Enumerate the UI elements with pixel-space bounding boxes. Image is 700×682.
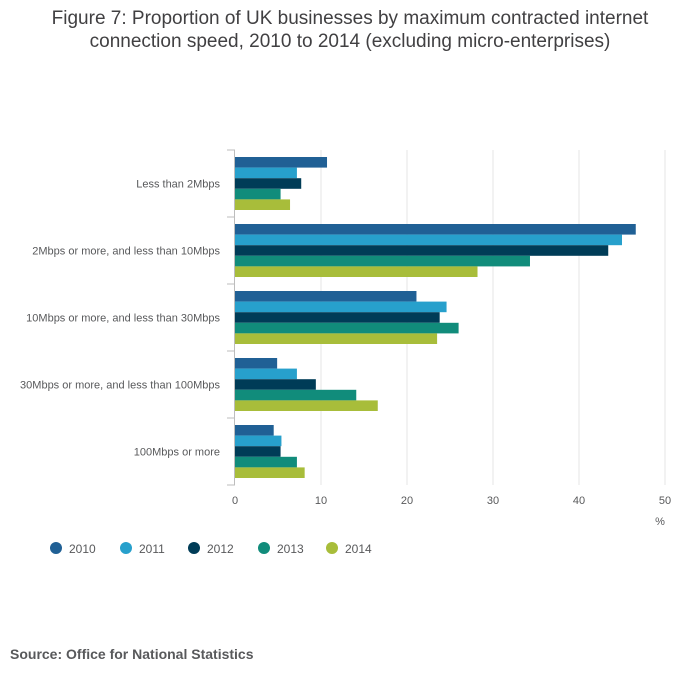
x-tick-label: 30 bbox=[487, 495, 499, 507]
bar-2010-cat-5 bbox=[235, 425, 274, 436]
bar-2010-cat-1 bbox=[235, 157, 328, 168]
chart-title-line-1: Figure 7: Proportion of UK businesses by… bbox=[51, 8, 649, 29]
category-label: 100Mbps or more bbox=[134, 447, 220, 459]
bar-2012-cat-3 bbox=[235, 312, 440, 323]
legend-marker-2013 bbox=[258, 542, 270, 554]
bar-2013-cat-2 bbox=[235, 255, 530, 267]
legend-label-2013: 2013 bbox=[277, 542, 304, 556]
legend-label-2011: 2011 bbox=[139, 542, 165, 556]
x-tick-label: 10 bbox=[315, 495, 327, 507]
bar-2012-cat-2 bbox=[235, 245, 609, 256]
bar-2010-cat-3 bbox=[235, 291, 417, 302]
category-label: 2Mbps or more, and less than 10Mbps bbox=[32, 246, 220, 258]
x-tick-label: 50 bbox=[659, 495, 671, 507]
category-label: 30Mbps or more, and less than 100Mbps bbox=[20, 380, 220, 392]
bar-2013-cat-5 bbox=[235, 456, 297, 468]
bar-2011-cat-2 bbox=[235, 234, 622, 246]
x-tick-label: 40 bbox=[573, 495, 585, 507]
bar-2010-cat-2 bbox=[235, 224, 636, 235]
legend-label-2010: 2010 bbox=[69, 542, 96, 556]
bar-2014-cat-5 bbox=[235, 467, 305, 478]
bar-2014-cat-2 bbox=[235, 266, 478, 277]
source-note: Source: Office for National Statistics bbox=[10, 646, 254, 662]
bar-2011-cat-1 bbox=[235, 167, 297, 179]
x-tick-label: 20 bbox=[401, 495, 413, 507]
legend-label-2012: 2012 bbox=[207, 542, 234, 556]
bar-2013-cat-3 bbox=[235, 322, 459, 334]
bar-2014-cat-1 bbox=[235, 199, 291, 210]
chart-title: Figure 7: Proportion of UK businesses by… bbox=[20, 7, 680, 53]
bar-2010-cat-4 bbox=[235, 358, 278, 369]
bar-2014-cat-3 bbox=[235, 333, 438, 344]
bar-2012-cat-1 bbox=[235, 178, 302, 189]
bar-2012-cat-4 bbox=[235, 379, 316, 390]
legend-marker-2011 bbox=[120, 542, 132, 554]
chart-title-line-2: connection speed, 2010 to 2014 (excludin… bbox=[89, 31, 611, 52]
bar-2011-cat-3 bbox=[235, 301, 447, 313]
bar-2011-cat-5 bbox=[235, 435, 282, 447]
legend-marker-2014 bbox=[326, 542, 338, 554]
x-axis-label: % bbox=[655, 516, 665, 528]
bar-2012-cat-5 bbox=[235, 446, 281, 457]
x-tick-label: 0 bbox=[232, 495, 238, 507]
category-label: 10Mbps or more, and less than 30Mbps bbox=[26, 313, 220, 325]
category-label: Less than 2Mbps bbox=[136, 179, 220, 191]
bar-2011-cat-4 bbox=[235, 368, 297, 380]
bar-2014-cat-4 bbox=[235, 400, 378, 411]
bar-2013-cat-4 bbox=[235, 389, 357, 401]
legend-label-2014: 2014 bbox=[345, 542, 372, 556]
bar-2013-cat-1 bbox=[235, 188, 281, 200]
legend-marker-2012 bbox=[188, 542, 200, 554]
legend-marker-2010 bbox=[50, 542, 62, 554]
